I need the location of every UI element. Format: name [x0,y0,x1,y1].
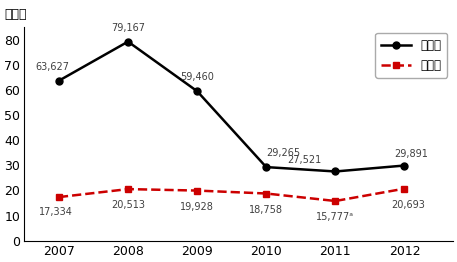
Line: 市民権: 市民権 [55,185,408,204]
市民権 [56,195,62,199]
Text: 27,521: 27,521 [287,155,321,165]
永住権 [264,166,269,169]
Text: 17,334: 17,334 [38,207,72,217]
Legend: 永住権, 市民権: 永住権, 市民権 [375,33,447,78]
Text: （千）: （千） [5,8,27,21]
Text: 19,928: 19,928 [180,202,214,212]
永住権 [56,79,62,82]
市民権 [333,199,338,203]
市民権 [402,187,407,190]
永住権 [194,90,200,93]
Text: 79,167: 79,167 [111,23,145,33]
永住権 [333,170,338,173]
Text: 63,627: 63,627 [35,62,69,72]
市民権 [264,192,269,195]
市民権 [125,188,131,191]
Text: 20,693: 20,693 [391,200,425,210]
Text: 29,265: 29,265 [266,148,301,158]
Text: 15,777ᵃ: 15,777ᵃ [316,212,354,222]
永住権 [402,164,407,167]
永住権 [125,40,131,43]
Line: 永住権: 永住権 [55,38,408,175]
Text: 18,758: 18,758 [249,205,283,215]
Text: 20,513: 20,513 [111,200,145,210]
Text: 59,460: 59,460 [180,72,214,82]
市民権 [194,189,200,192]
Text: 29,891: 29,891 [394,149,428,159]
